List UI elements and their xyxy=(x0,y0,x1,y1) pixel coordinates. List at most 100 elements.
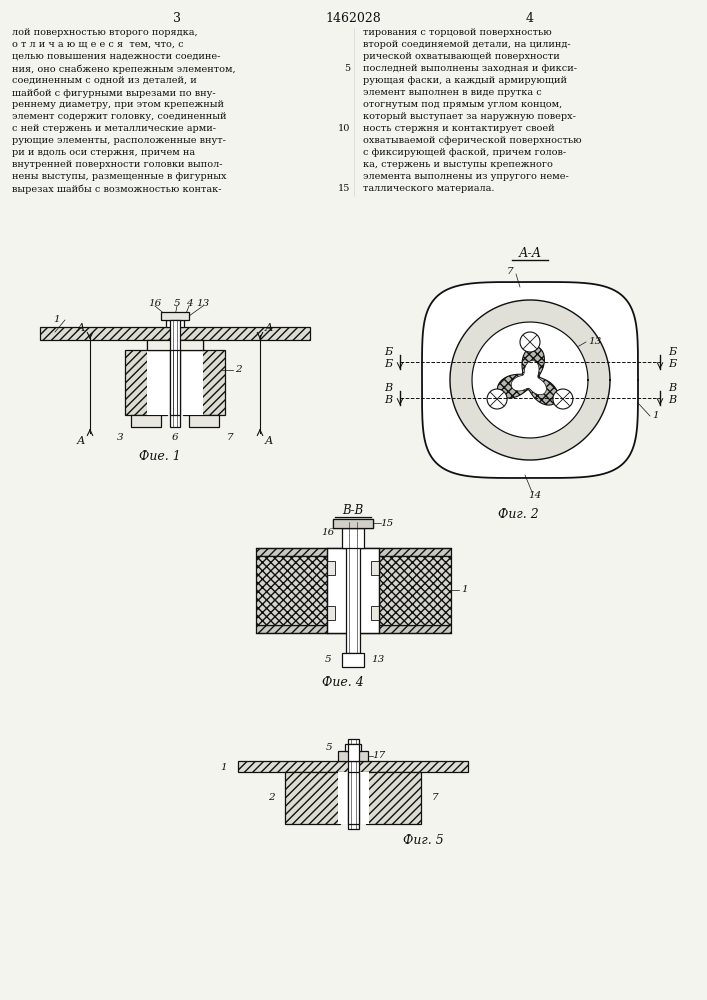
Text: 7: 7 xyxy=(507,267,513,276)
Bar xyxy=(371,605,379,619)
Text: 4: 4 xyxy=(526,12,534,25)
Text: рующие элементы, расположенные внут-: рующие элементы, расположенные внут- xyxy=(12,136,226,145)
Text: отогнутым под прямым углом концом,: отогнутым под прямым углом концом, xyxy=(363,100,562,109)
Text: 15: 15 xyxy=(338,184,350,193)
Text: Фие. 1: Фие. 1 xyxy=(139,450,181,463)
Bar xyxy=(125,350,167,415)
Bar xyxy=(333,518,373,528)
Bar xyxy=(238,761,468,772)
Text: 1: 1 xyxy=(54,316,60,324)
Text: 4: 4 xyxy=(186,300,192,308)
Bar xyxy=(327,560,335,574)
Text: целью повышения надежности соедине-: целью повышения надежности соедине- xyxy=(12,52,221,61)
Text: внутренней поверхности головки выпол-: внутренней поверхности головки выпол- xyxy=(12,160,223,169)
Bar xyxy=(131,415,161,427)
Bar xyxy=(147,340,203,350)
Bar xyxy=(337,772,368,824)
Bar xyxy=(147,340,203,350)
Text: В: В xyxy=(384,395,392,405)
Bar xyxy=(255,624,450,633)
Text: В: В xyxy=(668,395,676,405)
Bar xyxy=(342,652,364,666)
Text: тирования с торцовой поверхностью: тирования с торцовой поверхностью xyxy=(363,28,551,37)
Text: 1: 1 xyxy=(221,762,228,772)
Text: элемент выполнен в виде прутка с: элемент выполнен в виде прутка с xyxy=(363,88,542,97)
Bar xyxy=(522,372,538,388)
Text: с фиксирующей фаской, причем голов-: с фиксирующей фаской, причем голов- xyxy=(363,148,566,157)
Circle shape xyxy=(487,389,507,409)
Text: 15: 15 xyxy=(380,518,394,528)
Circle shape xyxy=(520,332,540,352)
Text: А: А xyxy=(265,436,273,446)
Text: 7: 7 xyxy=(432,794,438,802)
Text: ния, оно снабжено крепежным элементом,: ния, оно снабжено крепежным элементом, xyxy=(12,64,235,74)
Text: вырезах шайбы с возможностью контак-: вырезах шайбы с возможностью контак- xyxy=(12,184,221,194)
Text: соединенным с одной из деталей, и: соединенным с одной из деталей, и xyxy=(12,76,197,85)
Bar xyxy=(170,320,180,427)
Text: 5: 5 xyxy=(344,64,350,73)
Text: 6: 6 xyxy=(172,432,178,442)
Bar xyxy=(285,772,340,824)
Bar xyxy=(327,605,335,619)
Text: с ней стержень и металлические арми-: с ней стержень и металлические арми- xyxy=(12,124,216,133)
Text: Б: Б xyxy=(384,359,392,369)
Text: ри и вдоль оси стержня, причем на: ри и вдоль оси стержня, причем на xyxy=(12,148,195,157)
Text: 7: 7 xyxy=(227,432,233,442)
Polygon shape xyxy=(498,346,558,405)
Text: 13: 13 xyxy=(371,655,385,664)
Text: А: А xyxy=(265,323,273,333)
Bar xyxy=(166,320,184,327)
Text: В: В xyxy=(384,383,392,393)
Text: 5: 5 xyxy=(174,300,180,308)
Text: Б: Б xyxy=(668,359,676,369)
Text: В-В: В-В xyxy=(342,504,363,517)
Text: элемента выполнены из упругого неме-: элемента выполнены из упругого неме- xyxy=(363,172,568,181)
Text: 3: 3 xyxy=(173,12,181,25)
Text: 16: 16 xyxy=(322,528,334,537)
Bar xyxy=(366,772,421,824)
Text: 2: 2 xyxy=(235,365,241,374)
Text: второй соединяемой детали, на цилинд-: второй соединяемой детали, на цилинд- xyxy=(363,40,571,49)
Text: Фиг. 2: Фиг. 2 xyxy=(498,508,538,521)
Text: Б: Б xyxy=(668,347,676,357)
Text: рической охватывающей поверхности: рической охватывающей поверхности xyxy=(363,52,560,61)
Bar xyxy=(327,548,379,633)
Text: 2: 2 xyxy=(268,794,274,802)
Text: последней выполнены заходная и фикси-: последней выполнены заходная и фикси- xyxy=(363,64,577,73)
Text: который выступает за наружную поверх-: который выступает за наружную поверх- xyxy=(363,112,576,121)
Text: 16: 16 xyxy=(148,300,162,308)
Text: шайбой с фигурными вырезами по вну-: шайбой с фигурными вырезами по вну- xyxy=(12,88,216,98)
Bar xyxy=(189,415,219,427)
Text: Фие. 4: Фие. 4 xyxy=(322,676,364,690)
Text: лой поверхностью второго порядка,: лой поверхностью второго порядка, xyxy=(12,28,198,37)
Polygon shape xyxy=(511,361,547,395)
Text: А-А: А-А xyxy=(518,247,542,260)
Bar xyxy=(333,518,373,528)
Text: 5: 5 xyxy=(326,743,332,752)
Text: В: В xyxy=(668,383,676,393)
Text: 3: 3 xyxy=(117,432,123,442)
Text: 1: 1 xyxy=(461,585,468,594)
Bar xyxy=(183,350,225,415)
Text: А: А xyxy=(77,323,85,333)
Text: 13: 13 xyxy=(197,300,209,308)
Bar xyxy=(255,556,450,624)
Text: элемент содержит головку, соединенный: элемент содержит головку, соединенный xyxy=(12,112,226,121)
Polygon shape xyxy=(472,322,588,438)
Text: 17: 17 xyxy=(373,752,385,760)
Bar xyxy=(170,350,180,415)
Text: реннему диаметру, при этом крепежный: реннему диаметру, при этом крепежный xyxy=(12,100,224,109)
Text: 1462028: 1462028 xyxy=(325,12,381,25)
Text: охватываемой сферической поверхностью: охватываемой сферической поверхностью xyxy=(363,136,582,145)
Bar xyxy=(346,522,360,652)
Text: А: А xyxy=(77,436,85,446)
Bar xyxy=(147,350,203,415)
Polygon shape xyxy=(422,282,638,478)
Text: Б: Б xyxy=(384,347,392,357)
Polygon shape xyxy=(450,300,610,460)
Bar xyxy=(348,772,358,824)
Text: ность стержня и контактирует своей: ность стержня и контактирует своей xyxy=(363,124,554,133)
Bar xyxy=(338,751,368,761)
Text: таллического материала.: таллического материала. xyxy=(363,184,494,193)
Text: 10: 10 xyxy=(338,124,350,133)
